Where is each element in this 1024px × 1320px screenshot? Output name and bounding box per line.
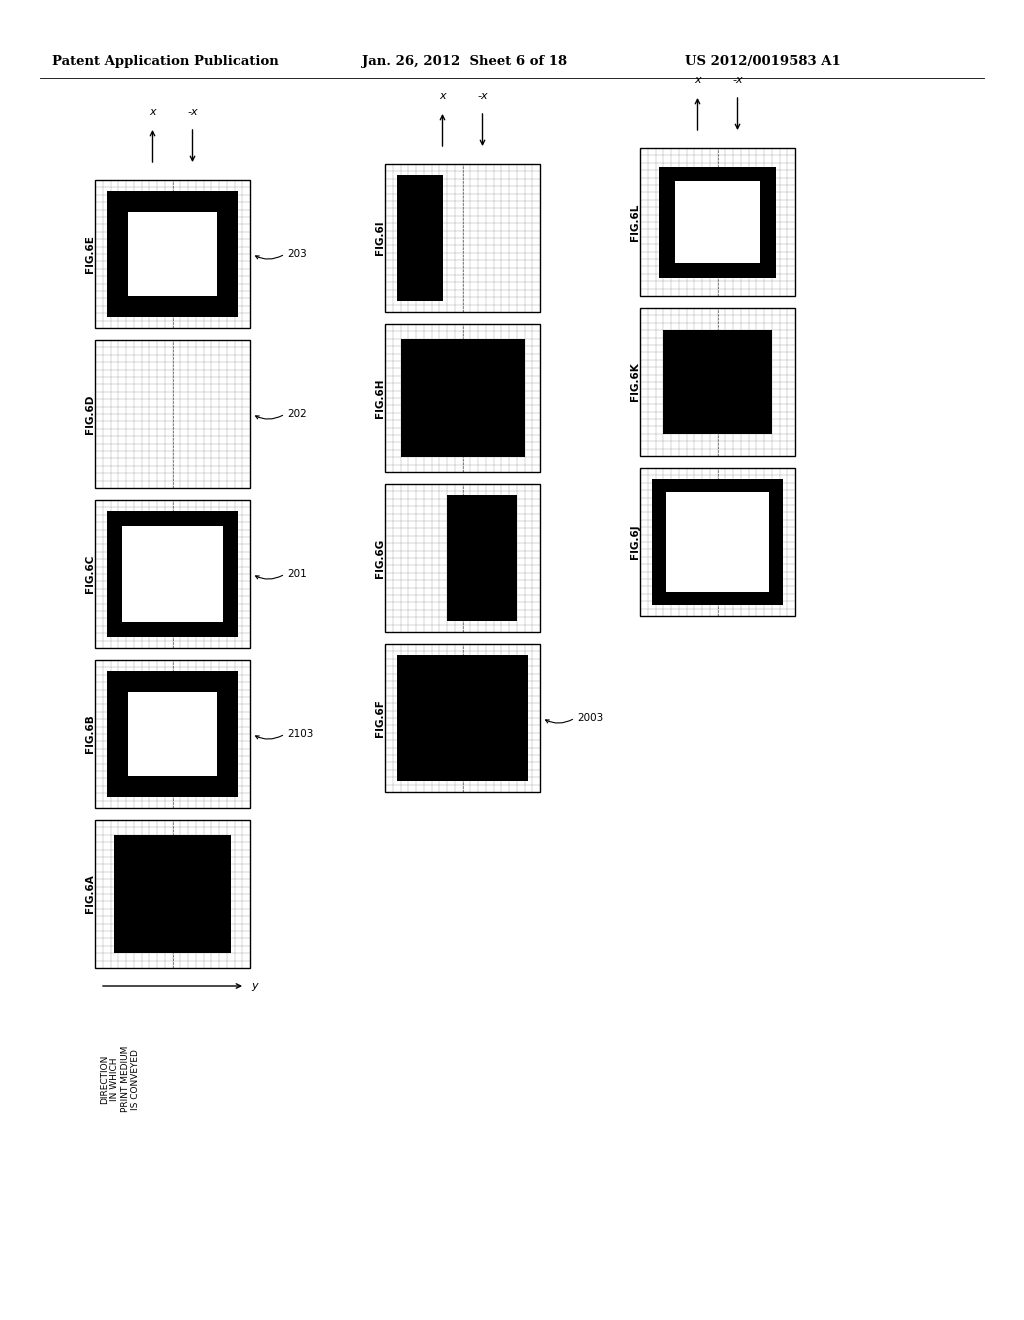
Bar: [396, 655, 528, 781]
Text: 201: 201: [287, 569, 307, 579]
Bar: [640, 469, 795, 616]
Bar: [659, 166, 775, 277]
Text: FIG.6E: FIG.6E: [85, 235, 95, 273]
Bar: [396, 176, 443, 301]
Bar: [385, 644, 540, 792]
Text: FIG.6B: FIG.6B: [85, 714, 95, 754]
Bar: [447, 495, 517, 620]
Text: x: x: [439, 91, 445, 102]
Bar: [95, 660, 250, 808]
Text: US 2012/0019583 A1: US 2012/0019583 A1: [685, 55, 841, 69]
Text: FIG.6G: FIG.6G: [375, 539, 385, 578]
Bar: [128, 211, 217, 296]
Text: Patent Application Publication: Patent Application Publication: [52, 55, 279, 69]
Bar: [640, 469, 795, 616]
Text: -x: -x: [732, 75, 742, 84]
Text: FIG.6A: FIG.6A: [85, 875, 95, 913]
Bar: [128, 692, 217, 776]
Bar: [385, 323, 540, 473]
Bar: [115, 834, 230, 953]
Text: y: y: [251, 981, 258, 991]
Text: 2103: 2103: [287, 729, 313, 739]
Bar: [95, 820, 250, 968]
Bar: [385, 484, 540, 632]
Text: x: x: [694, 75, 700, 84]
Bar: [95, 341, 250, 488]
Text: x: x: [150, 107, 156, 117]
Bar: [385, 164, 540, 312]
Bar: [95, 500, 250, 648]
Bar: [95, 180, 250, 327]
Bar: [385, 484, 540, 632]
Text: 2003: 2003: [577, 713, 603, 723]
Bar: [106, 671, 239, 797]
Text: FIG.6I: FIG.6I: [375, 220, 385, 255]
Bar: [640, 308, 795, 455]
Text: -x: -x: [477, 91, 487, 102]
Bar: [95, 500, 250, 648]
Text: 203: 203: [287, 249, 307, 259]
Text: FIG.6H: FIG.6H: [375, 379, 385, 417]
Bar: [385, 164, 540, 312]
Bar: [122, 525, 223, 622]
Bar: [400, 339, 524, 457]
Text: 202: 202: [287, 409, 307, 418]
Bar: [106, 511, 239, 636]
Bar: [95, 180, 250, 327]
Text: DIRECTION
IN WHICH
PRINT MEDIUM
IS CONVEYED: DIRECTION IN WHICH PRINT MEDIUM IS CONVE…: [100, 1045, 140, 1113]
Text: Jan. 26, 2012  Sheet 6 of 18: Jan. 26, 2012 Sheet 6 of 18: [362, 55, 567, 69]
Text: FIG.6F: FIG.6F: [375, 700, 385, 737]
Bar: [385, 323, 540, 473]
Bar: [640, 148, 795, 296]
Bar: [95, 820, 250, 968]
Bar: [640, 148, 795, 296]
Bar: [385, 644, 540, 792]
Bar: [95, 660, 250, 808]
Text: FIG.6J: FIG.6J: [630, 524, 640, 560]
Text: FIG.6K: FIG.6K: [630, 363, 640, 401]
Bar: [106, 191, 239, 317]
Bar: [664, 330, 772, 434]
Bar: [651, 479, 783, 605]
Bar: [640, 308, 795, 455]
Bar: [675, 181, 760, 263]
Bar: [666, 492, 769, 591]
Text: FIG.6C: FIG.6C: [85, 554, 95, 593]
Bar: [95, 341, 250, 488]
Text: FIG.6L: FIG.6L: [630, 203, 640, 240]
Text: -x: -x: [187, 107, 198, 117]
Text: FIG.6D: FIG.6D: [85, 395, 95, 434]
